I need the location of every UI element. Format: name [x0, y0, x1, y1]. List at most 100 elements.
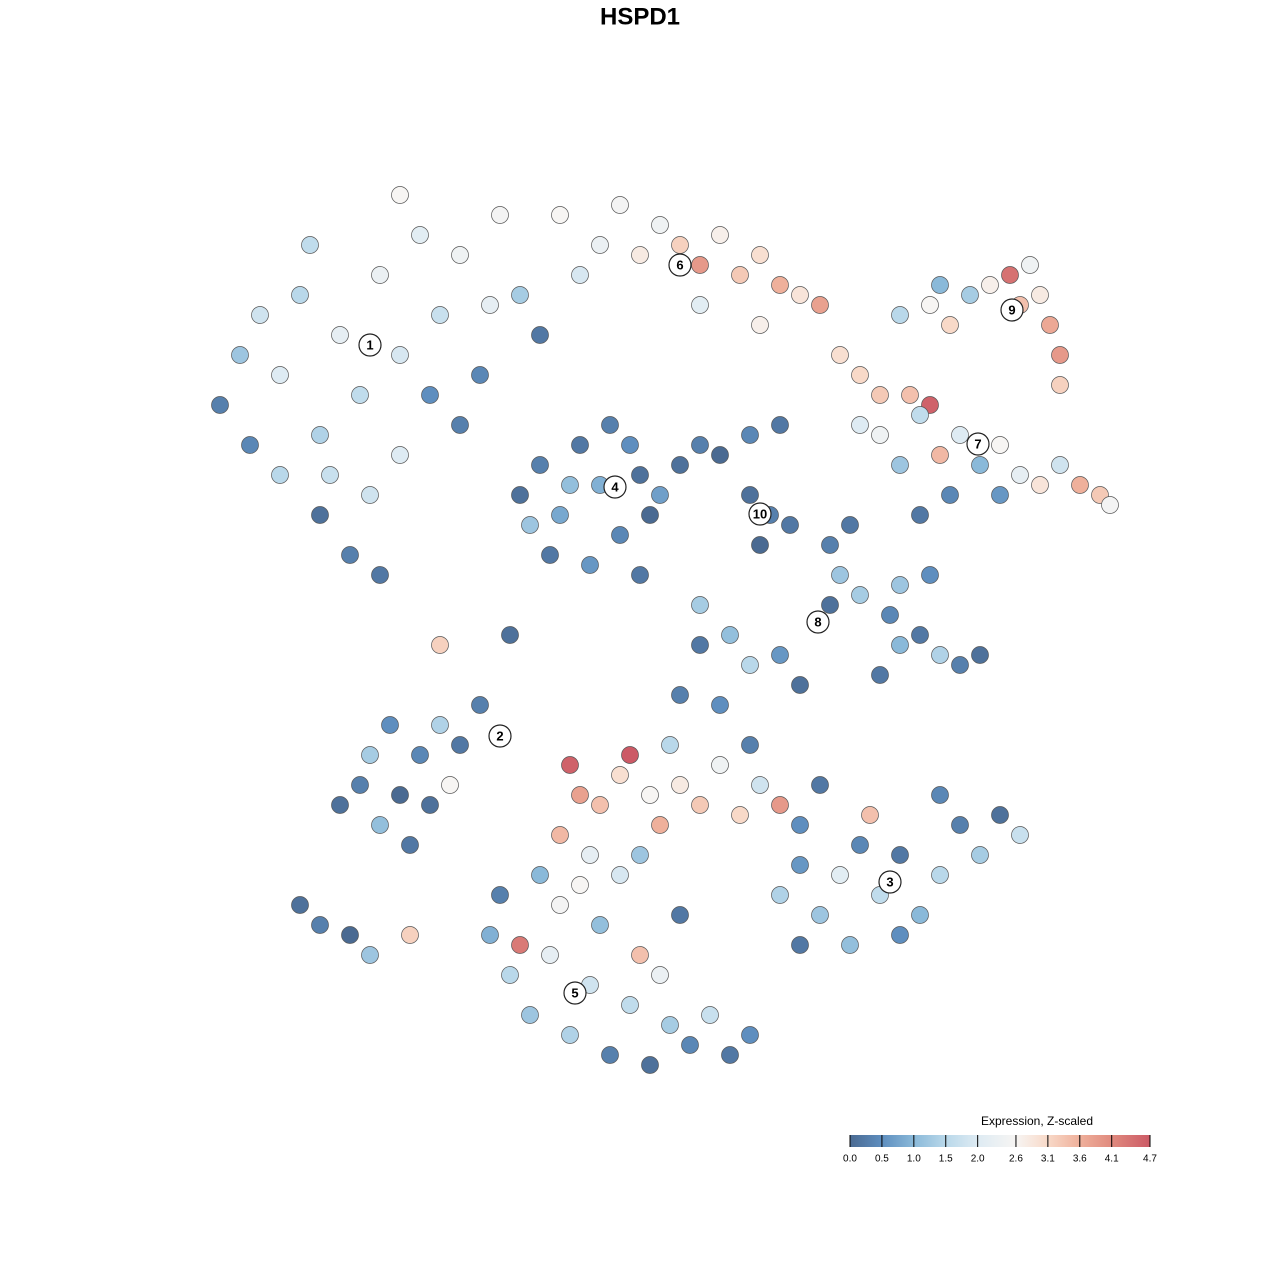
point — [401, 926, 419, 944]
point — [701, 1006, 719, 1024]
point — [1071, 476, 1089, 494]
point — [321, 466, 339, 484]
point — [331, 326, 349, 344]
colorbar-tick-label: 1.5 — [939, 1154, 953, 1165]
cluster-labels: 1 2 3 4 5 6 7 8 9 10 — [358, 253, 1024, 1005]
point — [671, 906, 689, 924]
point — [611, 526, 629, 544]
cluster-marker — [806, 610, 830, 634]
point — [311, 426, 329, 444]
cluster-label: 7 — [974, 436, 981, 451]
point — [661, 736, 679, 754]
point — [941, 486, 959, 504]
point — [271, 466, 289, 484]
point — [421, 386, 439, 404]
points-layer — [211, 186, 1119, 1074]
point — [611, 766, 629, 784]
point — [571, 266, 589, 284]
point — [551, 896, 569, 914]
point — [911, 626, 929, 644]
point — [831, 566, 849, 584]
point — [891, 636, 909, 654]
point — [741, 486, 759, 504]
cluster-marker — [748, 502, 772, 526]
point — [601, 1046, 619, 1064]
cluster-label: 2 — [496, 728, 503, 743]
cluster-label: 5 — [571, 985, 578, 1000]
point — [931, 276, 949, 294]
colorbar-tick-label: 0.0 — [843, 1154, 857, 1165]
point — [311, 506, 329, 524]
point — [561, 476, 579, 494]
colorbar: Expression, Z-scaled 0.0 0.5 1.0 1.5 2.0 2.6 3… — [843, 1114, 1157, 1164]
point — [501, 626, 519, 644]
point — [411, 226, 429, 244]
point — [981, 276, 999, 294]
point — [611, 866, 629, 884]
point — [1011, 466, 1029, 484]
point — [671, 456, 689, 474]
point — [531, 456, 549, 474]
point — [1051, 376, 1069, 394]
point — [991, 806, 1009, 824]
point — [971, 646, 989, 664]
cluster-label: 6 — [676, 257, 683, 272]
point — [391, 186, 409, 204]
point — [891, 456, 909, 474]
point — [501, 966, 519, 984]
point — [551, 826, 569, 844]
cluster-label: 1 — [366, 337, 373, 352]
point — [381, 716, 399, 734]
point — [411, 746, 429, 764]
point — [531, 866, 549, 884]
colorbar-tick-label: 3.6 — [1073, 1154, 1087, 1165]
point — [771, 276, 789, 294]
point — [741, 1026, 759, 1044]
point — [931, 446, 949, 464]
point — [1101, 496, 1119, 514]
point — [241, 436, 259, 454]
point — [1001, 266, 1019, 284]
point — [631, 946, 649, 964]
point — [641, 1056, 659, 1074]
point — [811, 296, 829, 314]
point — [651, 216, 669, 234]
point — [991, 486, 1009, 504]
point — [791, 676, 809, 694]
point — [731, 266, 749, 284]
point — [371, 266, 389, 284]
point — [711, 756, 729, 774]
colorbar-tick-label: 4.7 — [1143, 1154, 1157, 1165]
chart-title: HSPD1 — [600, 3, 680, 30]
point — [931, 786, 949, 804]
point — [451, 736, 469, 754]
point — [531, 326, 549, 344]
point — [991, 436, 1009, 454]
point — [581, 846, 599, 864]
point — [771, 646, 789, 664]
point — [351, 776, 369, 794]
point — [671, 776, 689, 794]
point — [1011, 826, 1029, 844]
point — [691, 256, 709, 274]
point — [691, 796, 709, 814]
point — [791, 936, 809, 954]
point — [551, 206, 569, 224]
point — [921, 296, 939, 314]
cluster-marker — [966, 432, 990, 456]
point — [631, 846, 649, 864]
point — [751, 536, 769, 554]
point — [771, 886, 789, 904]
cluster-marker — [1000, 298, 1024, 322]
point — [641, 786, 659, 804]
point — [341, 546, 359, 564]
point — [771, 416, 789, 434]
point — [971, 846, 989, 864]
point — [811, 906, 829, 924]
point — [851, 416, 869, 434]
point — [751, 246, 769, 264]
point — [621, 746, 639, 764]
point — [471, 696, 489, 714]
point — [451, 416, 469, 434]
colorbar-tick-label: 0.5 — [875, 1154, 889, 1165]
